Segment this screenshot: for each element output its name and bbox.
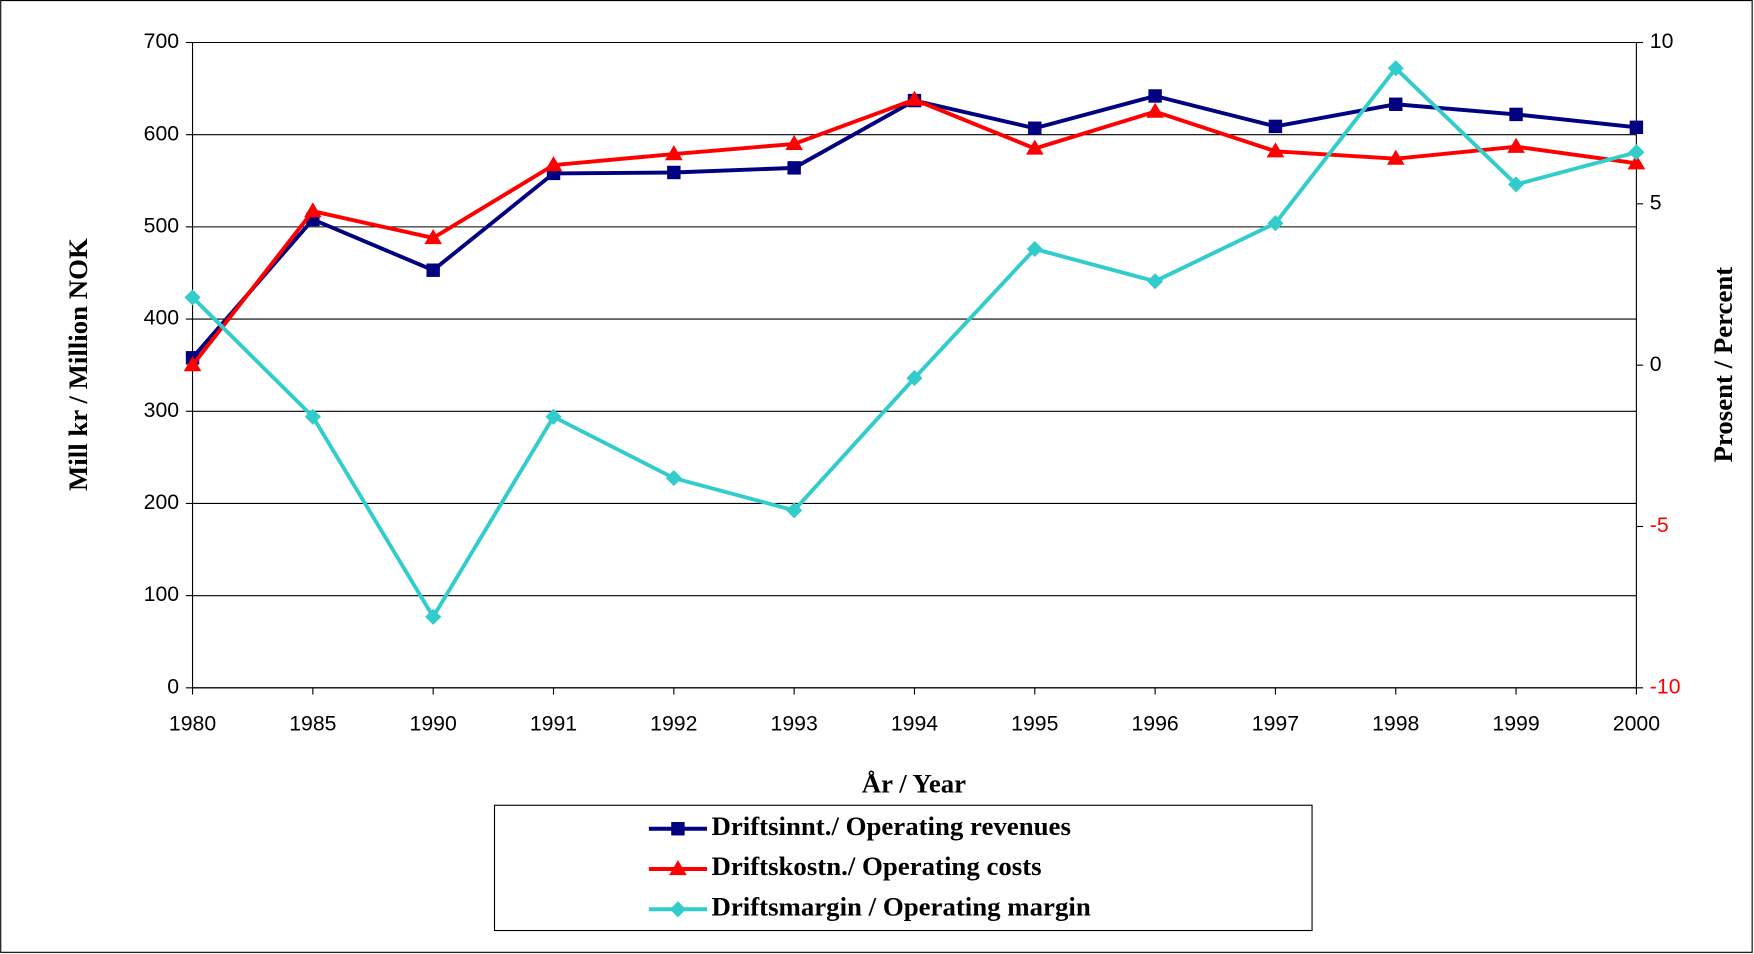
y2-tick-label: 10 bbox=[1650, 29, 1674, 53]
data-point bbox=[1628, 144, 1645, 161]
data-point bbox=[1386, 149, 1405, 165]
x-tick-label: 1998 bbox=[1372, 711, 1419, 735]
y2-tick-label: 0 bbox=[1650, 352, 1662, 376]
legend-marker bbox=[669, 860, 687, 876]
data-point bbox=[426, 263, 440, 277]
data-point bbox=[304, 408, 321, 425]
legend-label: Driftsmargin / Operating margin bbox=[711, 891, 1090, 921]
y-tick-label: 0 bbox=[167, 674, 179, 698]
data-point bbox=[1267, 215, 1284, 232]
data-point bbox=[304, 202, 322, 218]
legend-label: Driftskostn./ Operating costs bbox=[711, 851, 1041, 881]
y-axis-title: Mill kr / Million NOK bbox=[63, 238, 93, 491]
x-tick-label: 1985 bbox=[289, 711, 336, 735]
data-point bbox=[545, 408, 562, 425]
data-point bbox=[1508, 176, 1525, 193]
x-tick-label: 1991 bbox=[530, 711, 577, 735]
data-point bbox=[1148, 89, 1162, 103]
data-point bbox=[184, 289, 201, 306]
data-point bbox=[544, 156, 563, 172]
x-tick-label: 1993 bbox=[771, 711, 818, 735]
data-point bbox=[786, 502, 803, 519]
data-point bbox=[1266, 142, 1285, 158]
data-point bbox=[1389, 97, 1403, 111]
x-tick-label: 1980 bbox=[169, 711, 216, 735]
legend-marker bbox=[671, 822, 685, 836]
x-tick-label: 1999 bbox=[1492, 711, 1539, 735]
data-point bbox=[787, 161, 801, 175]
data-point bbox=[785, 134, 803, 151]
legend-marker bbox=[669, 901, 686, 918]
y-tick-label: 200 bbox=[144, 490, 179, 514]
y2-tick-label: -10 bbox=[1650, 674, 1681, 698]
data-point bbox=[906, 370, 923, 387]
x-tick-label: 2000 bbox=[1613, 711, 1660, 735]
x-tick-label: 1996 bbox=[1131, 711, 1178, 735]
y-tick-label: 300 bbox=[144, 398, 179, 422]
x-axis-title: År / Year bbox=[862, 768, 966, 798]
y-tick-label: 700 bbox=[144, 29, 179, 53]
y-tick-label: 400 bbox=[144, 306, 179, 330]
legend-label: Driftsinnt./ Operating revenues bbox=[711, 811, 1070, 841]
data-point bbox=[665, 470, 682, 487]
data-point bbox=[1507, 137, 1525, 153]
data-point bbox=[1387, 60, 1404, 77]
data-point bbox=[1147, 273, 1164, 290]
x-tick-label: 1997 bbox=[1252, 711, 1299, 735]
y-tick-label: 100 bbox=[144, 582, 179, 606]
x-tick-label: 1992 bbox=[650, 711, 697, 735]
x-tick-label: 1990 bbox=[410, 711, 457, 735]
data-point bbox=[1026, 240, 1043, 258]
data-point bbox=[183, 356, 202, 372]
y2-tick-label: 5 bbox=[1650, 190, 1662, 214]
y-tick-label: 600 bbox=[144, 121, 179, 145]
y2-tick-label: -5 bbox=[1650, 513, 1669, 537]
data-point bbox=[1629, 120, 1644, 135]
data-point bbox=[1509, 107, 1523, 122]
data-point bbox=[1028, 121, 1042, 135]
data-point bbox=[1146, 102, 1164, 118]
y-tick-label: 500 bbox=[144, 213, 179, 237]
legend-box bbox=[493, 804, 1313, 932]
data-point bbox=[1627, 154, 1646, 170]
x-tick-label: 1995 bbox=[1011, 711, 1058, 735]
y2-axis-title: Prosent / Percent bbox=[1708, 267, 1738, 463]
x-tick-label: 1994 bbox=[891, 711, 938, 735]
data-point bbox=[1025, 139, 1044, 155]
data-point bbox=[424, 229, 442, 245]
data-point bbox=[667, 165, 681, 180]
data-point bbox=[665, 145, 683, 161]
data-point bbox=[1268, 119, 1283, 134]
data-point bbox=[905, 90, 924, 106]
data-point bbox=[425, 608, 442, 625]
